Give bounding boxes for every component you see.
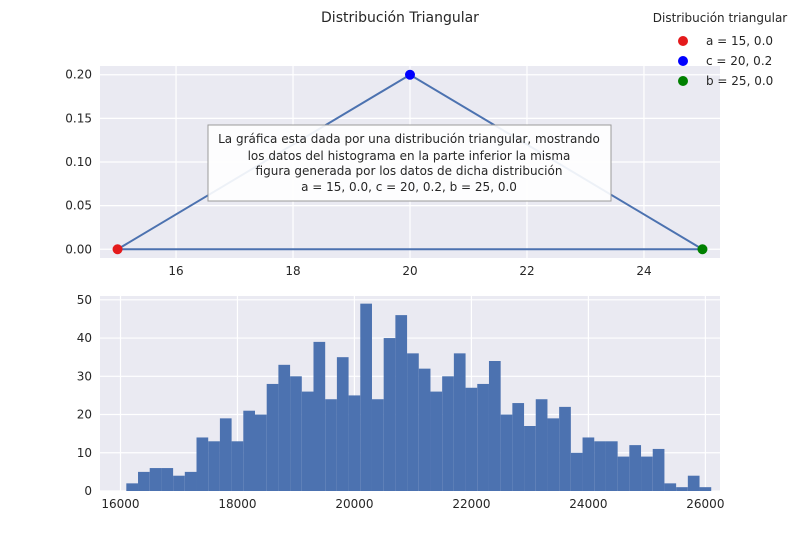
triangle-y-tick-label: 0.05 xyxy=(65,199,92,213)
histogram-bar xyxy=(442,376,454,491)
histogram-bar xyxy=(570,452,583,491)
histogram-bar xyxy=(255,414,267,491)
histogram-bar xyxy=(477,383,489,491)
histogram-x-tick-label: 22000 xyxy=(452,497,490,511)
histogram-bar xyxy=(383,338,396,491)
histogram-x-tick-label: 26000 xyxy=(686,497,724,511)
histogram-y-tick-label: 40 xyxy=(77,331,92,345)
triangle-x-tick-label: 18 xyxy=(285,264,300,278)
histogram-bar xyxy=(430,391,443,491)
histogram-bar xyxy=(184,471,197,491)
triangular-plot: 16 18 20 22 24 0.00 0.05 0.10 0.15 0.20 xyxy=(65,66,720,278)
triangle-y-tick-label: 0.10 xyxy=(65,155,92,169)
triangle-point-0 xyxy=(112,244,123,255)
histogram-bar xyxy=(535,399,548,491)
triangle-x-tick-label: 20 xyxy=(402,264,417,278)
histogram-y-tick-label: 30 xyxy=(77,369,92,383)
histogram-bar xyxy=(243,410,255,491)
histogram-y-tick-label: 20 xyxy=(77,408,92,422)
histogram-bar xyxy=(231,441,244,491)
histogram-bar xyxy=(488,361,501,491)
histogram-bar xyxy=(395,315,408,491)
histogram-bar xyxy=(149,468,162,491)
triangle-x-tick-label: 16 xyxy=(168,264,183,278)
histogram-x-tick-label: 20000 xyxy=(335,497,373,511)
histogram-bar xyxy=(582,437,595,491)
histogram-bar xyxy=(664,483,677,491)
histogram-bar xyxy=(453,353,466,491)
histogram-bar xyxy=(594,441,606,491)
histogram-bar xyxy=(161,468,174,491)
histogram-bar xyxy=(407,353,419,491)
histogram-bar xyxy=(290,376,302,491)
histogram-bar xyxy=(196,437,209,491)
histogram-bar xyxy=(325,399,337,491)
histogram-bar xyxy=(313,341,326,491)
histogram-plot: 16000 18000 20000 22000 24000 26000 0 10 20 30 40 5… xyxy=(77,293,725,511)
histogram-bar xyxy=(138,471,150,491)
histogram-bar xyxy=(547,418,560,491)
histogram-bar xyxy=(559,406,571,491)
annotation-line-3: figura generada por los datos de dicha d… xyxy=(256,164,563,178)
histogram-y-tick-label: 10 xyxy=(77,446,92,460)
triangle-y-tick-label: 0.00 xyxy=(65,242,92,256)
triangle-y-tick-label: 0.20 xyxy=(65,68,92,82)
histogram-bar xyxy=(641,456,653,491)
histogram-bar xyxy=(219,418,232,491)
annotation-box: La gráfica esta dada por una distribució… xyxy=(207,124,612,202)
legend-label-a: a = 15, 0.0 xyxy=(706,34,773,48)
histogram-bar xyxy=(524,426,536,491)
legend-marker-a xyxy=(678,36,688,46)
histogram-x-tick-label: 18000 xyxy=(218,497,256,511)
legend-marker-c xyxy=(678,56,688,66)
triangle-point-1 xyxy=(405,69,415,80)
histogram-bar xyxy=(500,414,513,491)
histogram-bar xyxy=(512,403,525,491)
triangle-x-tick-label: 22 xyxy=(519,264,534,278)
histogram-bar xyxy=(676,487,688,491)
histogram-bar xyxy=(617,456,630,491)
histogram-bar xyxy=(278,364,291,491)
histogram-bar xyxy=(173,475,185,491)
histogram-bar xyxy=(336,357,349,491)
histogram-bar xyxy=(418,368,431,491)
legend-marker-b xyxy=(678,76,688,86)
histogram-bar xyxy=(629,445,642,491)
histogram-bar xyxy=(301,391,314,491)
histogram-bar xyxy=(371,399,384,491)
histogram-bar xyxy=(699,487,712,491)
histogram-bar xyxy=(348,395,361,491)
figure-title: Distribución Triangular xyxy=(321,10,479,26)
annotation-line-1: La gráfica esta dada por una distribució… xyxy=(218,132,600,146)
legend-title: Distribución triangular xyxy=(653,11,788,25)
histogram-bar xyxy=(652,448,665,491)
histogram-bar xyxy=(360,303,372,491)
histogram-bar xyxy=(266,383,279,491)
legend-label-c: c = 20, 0.2 xyxy=(706,54,772,68)
histogram-bar xyxy=(687,475,700,491)
histogram-bar xyxy=(605,441,618,491)
histogram-x-tick-label: 24000 xyxy=(569,497,607,511)
histogram-y-tick-label: 50 xyxy=(77,293,92,307)
histogram-x-tick-label: 16000 xyxy=(101,497,139,511)
histogram-y-tick-label: 0 xyxy=(84,484,92,498)
histogram-bar xyxy=(465,387,478,491)
triangle-y-tick-label: 0.15 xyxy=(65,111,92,125)
annotation-line-2: los datos del histograma en la parte inf… xyxy=(248,149,571,163)
triangle-point-2 xyxy=(697,244,708,255)
triangle-x-tick-label: 24 xyxy=(636,264,651,278)
legend: Distribución triangular a = 15, 0.0 c = … xyxy=(653,11,788,88)
histogram-bar xyxy=(126,483,139,491)
histogram-bar xyxy=(208,441,220,491)
annotation-line-4: a = 15, 0.0, c = 20, 0.2, b = 25, 0.0 xyxy=(301,180,517,194)
legend-label-b: b = 25, 0.0 xyxy=(706,74,773,88)
